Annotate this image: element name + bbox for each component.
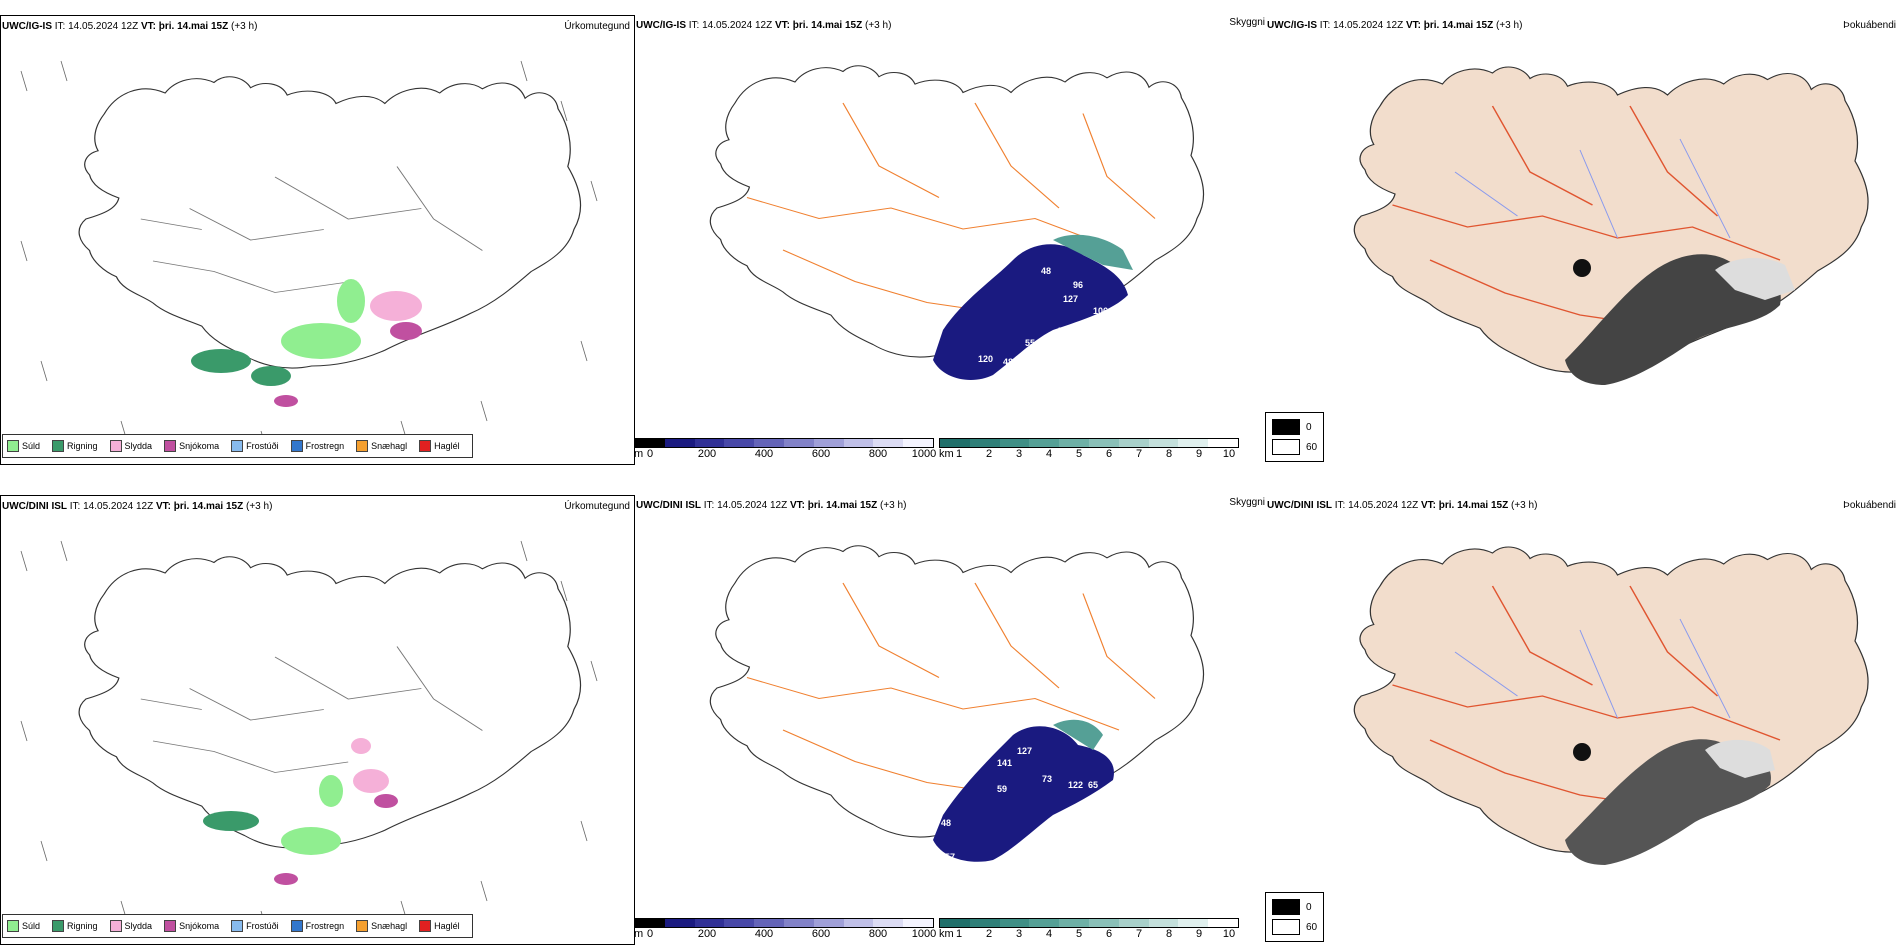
precip-map-top [20, 60, 598, 452]
legend-item: Haglél [419, 440, 460, 452]
legend-item: Slydda [109, 440, 152, 452]
panel-title: UWC/DINI ISL IT: 14.05.2024 12Z VT: þri.… [636, 500, 907, 511]
ceiling-label: 48 [941, 818, 951, 828]
ceiling-label: 84 [989, 734, 999, 744]
ceiling-label: 122 [913, 812, 928, 822]
ceiling-label: 96 [1073, 280, 1083, 290]
precip-panel-bottom: UWC/DINI ISL IT: 14.05.2024 12Z VT: þri.… [0, 495, 635, 945]
ceiling-label: 37 [1001, 392, 1011, 402]
ceiling-label: 141 [997, 758, 1012, 768]
legend-item: Snjókoma [164, 440, 219, 452]
panel-title: UWC/IG-IS IT: 14.05.2024 12Z VT: þri. 14… [1267, 20, 1523, 31]
ceiling-labels: 48 96 127 106 54 53 55 48 120 48 37 [973, 266, 1108, 402]
ceiling-label: 57 [945, 852, 955, 862]
ceiling-label: 53 [1091, 330, 1101, 340]
ceiling-panel-top: UWC/IG-IS IT: 14.05.2024 12Z VT: þri. 14… [633, 15, 1265, 463]
legend-item: Rigning [52, 440, 98, 452]
visibility-colorbar-bottom: km 1 2 3 4 5 6 7 8 9 10 [939, 918, 1239, 942]
legend-item: Haglél [419, 920, 460, 932]
fog-panel-bottom: UWC/DINI ISL IT: 14.05.2024 12Z VT: þri.… [1265, 495, 1900, 943]
ceiling-label: 127 [1017, 746, 1032, 756]
ceiling-colorbar-bottom: m 0 200 400 600 800 1000 [634, 918, 936, 942]
unit-label: km [939, 448, 954, 460]
panel-title: UWC/IG-IS IT: 14.05.2024 12Z VT: þri. 14… [636, 20, 892, 31]
panel-title: UWC/DINI ISL IT: 14.05.2024 12Z VT: þri.… [1267, 500, 1538, 511]
panel-type-label: Úrkomutegund [564, 501, 630, 512]
ceiling-label: 54 [1058, 326, 1068, 336]
unit-label: m [634, 928, 644, 940]
ceiling-label: 106 [1093, 306, 1108, 316]
panel-title: UWC/IG-IS IT: 14.05.2024 12Z VT: þri. 14… [2, 21, 258, 32]
fog-map-top [1353, 66, 1869, 385]
precip-areas [203, 738, 398, 885]
legend-item: Súld [7, 920, 40, 932]
panel-type-label: Skyggni [1229, 17, 1265, 28]
ceiling-map-bottom: 136 84 127 141 73 59 122 65 122 48 46 57 [709, 545, 1205, 862]
ceiling-panel-bottom: UWC/DINI ISL IT: 14.05.2024 12Z VT: þri.… [633, 495, 1265, 943]
fog-area [1565, 254, 1795, 385]
low-ceiling-area [933, 719, 1114, 862]
fog-area [1565, 739, 1775, 865]
panel-type-label: Úrkomutegund [564, 21, 630, 32]
ceiling-label: 48 [973, 386, 983, 396]
panel-type-label: Þokuábendi [1843, 20, 1896, 31]
visibility-colorbar-top: km 1 2 3 4 5 6 7 8 9 10 [939, 438, 1239, 462]
unit-label: km [939, 928, 954, 940]
ceiling-label: 55 [1025, 338, 1035, 348]
ceiling-label: 48 [1003, 357, 1013, 367]
unit-label: m [634, 448, 644, 460]
legend-item: Snjókoma [164, 920, 219, 932]
ceiling-label: 120 [978, 354, 993, 364]
legend-item: Frostregn [290, 920, 344, 932]
low-ceiling-area [933, 234, 1133, 380]
legend-item: Rigning [52, 920, 98, 932]
legend-item: Snæhagl [356, 920, 407, 932]
ceiling-labels: 136 84 127 141 73 59 122 65 122 48 46 57 [913, 730, 1098, 862]
legend-item: Frostúði [231, 920, 279, 932]
legend-item: Súld [7, 440, 40, 452]
precip-legend-bottom: Súld Rigning Slydda Snjókoma Frostúði Fr… [2, 914, 473, 938]
precip-legend-top: Súld Rigning Slydda Snjókoma Frostúði Fr… [2, 434, 473, 458]
legend-item: Frostúði [231, 440, 279, 452]
ceiling-colorbar-top: m 0 200 400 600 800 1000 [634, 438, 936, 462]
ceiling-label: 122 [1068, 780, 1083, 790]
precip-panel-top: UWC/IG-IS IT: 14.05.2024 12Z VT: þri. 14… [0, 15, 635, 465]
fog-panel-top: UWC/IG-IS IT: 14.05.2024 12Z VT: þri. 14… [1265, 15, 1900, 463]
ceiling-label: 59 [997, 784, 1007, 794]
ceiling-label: 73 [1042, 774, 1052, 784]
ceiling-label: 127 [1063, 294, 1078, 304]
ceiling-label: 46 [918, 847, 928, 857]
panel-title: UWC/DINI ISL IT: 14.05.2024 12Z VT: þri.… [2, 501, 273, 512]
panel-type-label: Þokuábendi [1843, 500, 1896, 511]
legend-item: Slydda [109, 920, 152, 932]
fog-legend-top: 0 60 [1265, 412, 1325, 462]
ceiling-label: 136 [944, 730, 959, 740]
fog-legend-bottom: 0 60 [1265, 892, 1325, 942]
ceiling-label: 48 [1041, 266, 1051, 276]
legend-item: Snæhagl [356, 440, 407, 452]
panel-type-label: Skyggni [1229, 497, 1265, 508]
legend-item: Frostregn [290, 440, 344, 452]
ceiling-label: 65 [1088, 780, 1098, 790]
precip-areas [191, 279, 422, 407]
ceiling-map-top: 48 96 127 106 54 53 55 48 120 48 37 [709, 65, 1205, 402]
fog-map-bottom [1353, 546, 1869, 865]
precip-map-bottom [20, 540, 598, 932]
